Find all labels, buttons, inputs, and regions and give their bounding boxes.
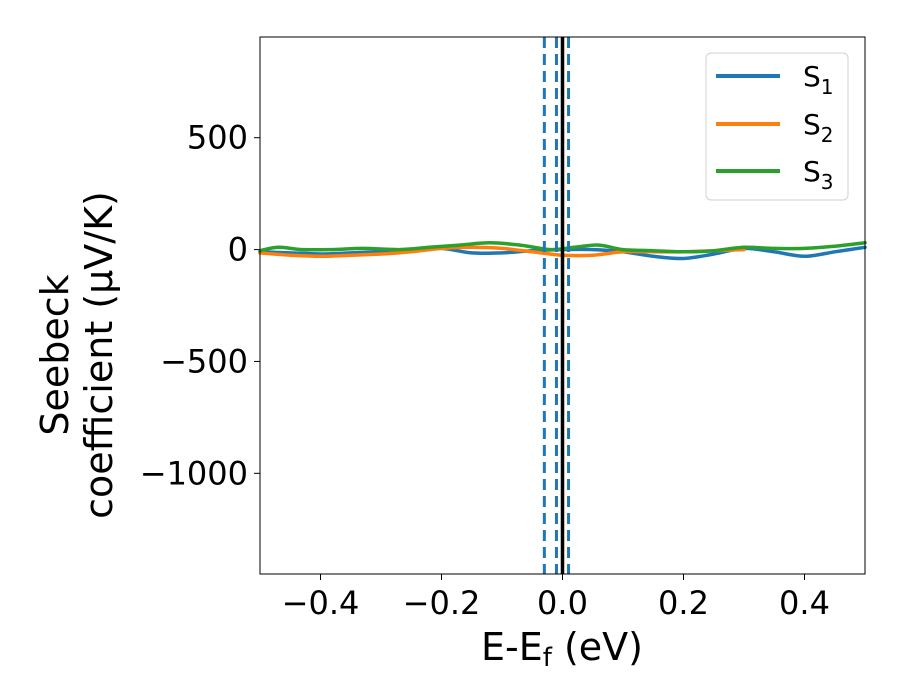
x-tick-label: 0.0 (537, 584, 588, 622)
x-tick-label: −0.4 (282, 584, 360, 622)
x-tick-label: 0.2 (658, 584, 709, 622)
y-axis-ticks: 500 0 −500 −1000 (140, 119, 260, 492)
y-axis-label-line1: Seebeck (33, 274, 77, 435)
y-tick-label: −500 (160, 342, 248, 380)
legend-label-s3: S3 (803, 155, 834, 194)
legend-label-s1: S1 (803, 60, 834, 99)
y-tick-label: 500 (187, 119, 248, 157)
legend: S1 S2 S3 (705, 52, 849, 201)
y-tick-label: −1000 (140, 454, 248, 492)
y-axis-label-line2: coefficient (μV/K) (77, 191, 121, 519)
x-axis-ticks: −0.4 −0.2 0.0 0.2 0.4 (282, 574, 830, 622)
reference-lines (542, 37, 571, 574)
x-tick-label: −0.2 (403, 584, 481, 622)
y-axis-label: Seebeck coefficient (μV/K) (33, 191, 121, 519)
x-tick-label: 0.4 (779, 584, 830, 622)
x-axis-label: E-Ef (eV) (481, 625, 643, 673)
y-tick-label: 0 (228, 231, 248, 269)
legend-box (705, 52, 849, 201)
legend-label-s2: S2 (803, 108, 834, 147)
plot-frame (259, 36, 866, 575)
